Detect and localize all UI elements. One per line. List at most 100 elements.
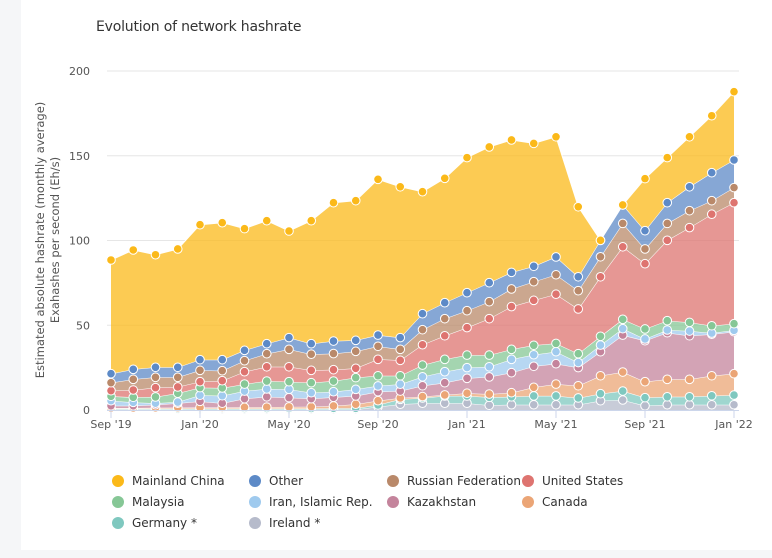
- marker-canada: [284, 402, 294, 412]
- marker-iran-islamic-rep: [640, 334, 650, 344]
- marker-mainland-china: [595, 235, 606, 246]
- marker-other: [462, 287, 472, 298]
- marker-united-states: [551, 289, 561, 300]
- marker-russian-federation: [217, 365, 228, 376]
- marker-malaysia: [284, 376, 294, 387]
- marker-canada: [462, 388, 472, 399]
- marker-iran-islamic-rep: [306, 387, 317, 398]
- marker-iran-islamic-rep: [172, 397, 183, 407]
- marker-mainland-china: [684, 131, 695, 142]
- marker-united-states: [395, 355, 406, 366]
- marker-united-states: [306, 365, 317, 376]
- x-tick-label: Sep '20: [357, 418, 398, 431]
- marker-russian-federation: [640, 244, 650, 254]
- marker-russian-federation: [506, 284, 517, 294]
- marker-russian-federation: [462, 305, 472, 316]
- marker-germany: [640, 392, 650, 403]
- legend-label: Russian Federation: [407, 474, 521, 488]
- marker-russian-federation: [729, 182, 739, 193]
- marker-other: [172, 362, 183, 373]
- marker-iran-islamic-rep: [662, 325, 673, 335]
- legend-dot-icon: [112, 475, 124, 487]
- marker-germany: [706, 390, 717, 401]
- marker-united-states: [328, 364, 339, 375]
- marker-united-states: [528, 295, 539, 306]
- marker-united-states: [373, 354, 383, 365]
- marker-kazakhstan: [439, 377, 450, 388]
- marker-iran-islamic-rep: [261, 384, 272, 394]
- legend-label: Ireland *: [269, 516, 321, 530]
- marker-mainland-china: [662, 152, 673, 163]
- y-tick-label: 150: [69, 150, 90, 163]
- marker-other: [395, 332, 406, 343]
- marker-iran-islamic-rep: [684, 326, 695, 336]
- marker-other: [128, 364, 139, 375]
- marker-russian-federation: [595, 251, 606, 262]
- marker-canada: [573, 380, 584, 391]
- legend-dot-icon: [249, 496, 261, 508]
- marker-germany: [617, 386, 628, 396]
- marker-russian-federation: [395, 344, 406, 355]
- marker-other: [217, 354, 228, 365]
- marker-canada: [261, 402, 272, 412]
- marker-other: [684, 181, 695, 192]
- marker-other: [439, 297, 450, 308]
- marker-canada: [617, 367, 628, 377]
- marker-iran-islamic-rep: [417, 371, 428, 382]
- legend-dot-icon: [387, 475, 399, 487]
- marker-canada: [439, 390, 450, 400]
- marker-other: [373, 330, 383, 340]
- marker-ireland: [706, 399, 717, 410]
- marker-malaysia: [528, 340, 539, 351]
- marker-mainland-china: [261, 215, 272, 226]
- marker-germany: [595, 388, 606, 399]
- marker-iran-islamic-rep: [350, 384, 361, 395]
- marker-russian-federation: [551, 269, 561, 280]
- marker-united-states: [195, 376, 205, 387]
- marker-malaysia: [150, 392, 161, 402]
- marker-mainland-china: [462, 152, 472, 163]
- marker-iran-islamic-rep: [395, 379, 406, 390]
- marker-mainland-china: [106, 255, 116, 265]
- marker-malaysia: [662, 315, 673, 326]
- marker-other: [261, 338, 272, 349]
- marker-mainland-china: [328, 197, 339, 208]
- marker-mainland-china: [284, 226, 294, 236]
- marker-ireland: [551, 399, 561, 410]
- marker-united-states: [439, 330, 450, 341]
- marker-other: [528, 261, 539, 272]
- legend-label: Other: [269, 474, 304, 488]
- marker-germany: [528, 391, 539, 401]
- marker-kazakhstan: [284, 392, 294, 403]
- marker-canada: [595, 370, 606, 381]
- x-tick-label: Jan '22: [714, 418, 752, 431]
- y-tick-label: 50: [76, 319, 90, 332]
- marker-mainland-china: [506, 135, 517, 145]
- marker-united-states: [128, 385, 139, 395]
- marker-mainland-china: [306, 215, 317, 226]
- marker-united-states: [350, 363, 361, 374]
- marker-malaysia: [417, 360, 428, 370]
- marker-iran-islamic-rep: [528, 349, 539, 360]
- marker-united-states: [417, 339, 428, 350]
- legend-label: Kazakhstan: [407, 495, 477, 509]
- marker-iran-islamic-rep: [328, 386, 339, 397]
- marker-united-states: [617, 241, 628, 252]
- marker-malaysia: [573, 348, 584, 359]
- marker-russian-federation: [484, 296, 495, 307]
- marker-united-states: [573, 304, 584, 314]
- marker-malaysia: [328, 376, 339, 386]
- marker-malaysia: [706, 320, 717, 331]
- marker-malaysia: [484, 350, 495, 360]
- marker-united-states: [729, 197, 739, 208]
- marker-germany: [684, 391, 695, 402]
- axes: 0 50 100 150 200 Sep '19 Jan '20 May '20 Sep '20…: [69, 65, 753, 431]
- marker-iran-islamic-rep: [573, 357, 584, 368]
- marker-russian-federation: [417, 324, 428, 335]
- marker-malaysia: [306, 377, 317, 388]
- marker-ireland: [729, 399, 739, 410]
- marker-russian-federation: [239, 355, 250, 366]
- marker-mainland-china: [350, 195, 361, 206]
- marker-malaysia: [261, 376, 272, 386]
- marker-mainland-china: [239, 223, 250, 234]
